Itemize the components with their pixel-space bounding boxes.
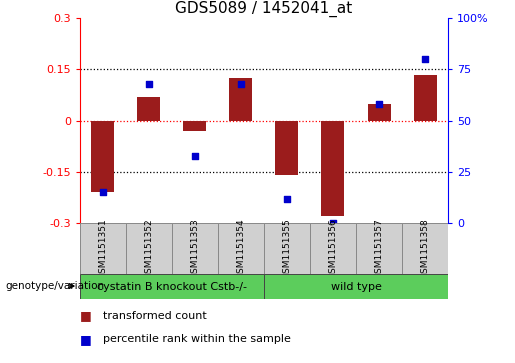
Bar bbox=[126, 223, 172, 274]
Point bbox=[375, 101, 383, 107]
Point bbox=[99, 189, 107, 195]
Text: GSM1151353: GSM1151353 bbox=[191, 218, 199, 279]
Bar bbox=[276, 121, 299, 175]
Text: genotype/variation: genotype/variation bbox=[5, 281, 104, 291]
Title: GDS5089 / 1452041_at: GDS5089 / 1452041_at bbox=[175, 1, 353, 17]
Text: ■: ■ bbox=[80, 309, 92, 322]
Point bbox=[191, 153, 199, 159]
Bar bbox=[172, 223, 218, 274]
Point bbox=[237, 81, 245, 87]
Bar bbox=[264, 274, 448, 299]
Point bbox=[329, 220, 337, 226]
Text: GSM1151352: GSM1151352 bbox=[144, 218, 153, 279]
Text: GSM1151351: GSM1151351 bbox=[98, 218, 107, 279]
Bar bbox=[264, 223, 310, 274]
Text: GSM1151357: GSM1151357 bbox=[374, 218, 384, 279]
Text: wild type: wild type bbox=[331, 282, 382, 292]
Bar bbox=[80, 223, 126, 274]
Text: GSM1151355: GSM1151355 bbox=[282, 218, 291, 279]
Bar bbox=[356, 223, 402, 274]
Bar bbox=[91, 121, 114, 192]
Bar bbox=[310, 223, 356, 274]
Point bbox=[421, 56, 429, 62]
Bar bbox=[321, 121, 345, 216]
Text: ■: ■ bbox=[80, 333, 92, 346]
Bar bbox=[80, 274, 264, 299]
Text: cystatin B knockout Cstb-/-: cystatin B knockout Cstb-/- bbox=[97, 282, 247, 292]
Bar bbox=[402, 223, 448, 274]
Point bbox=[145, 81, 153, 87]
Text: percentile rank within the sample: percentile rank within the sample bbox=[103, 334, 291, 344]
Bar bbox=[218, 223, 264, 274]
Text: GSM1151354: GSM1151354 bbox=[236, 218, 246, 279]
Bar bbox=[183, 121, 207, 131]
Point bbox=[283, 196, 291, 201]
Bar bbox=[138, 97, 160, 121]
Text: transformed count: transformed count bbox=[103, 311, 207, 321]
Bar bbox=[229, 78, 252, 121]
Bar bbox=[414, 74, 437, 121]
Text: GSM1151356: GSM1151356 bbox=[329, 218, 337, 279]
Bar bbox=[368, 103, 390, 121]
Text: GSM1151358: GSM1151358 bbox=[421, 218, 430, 279]
